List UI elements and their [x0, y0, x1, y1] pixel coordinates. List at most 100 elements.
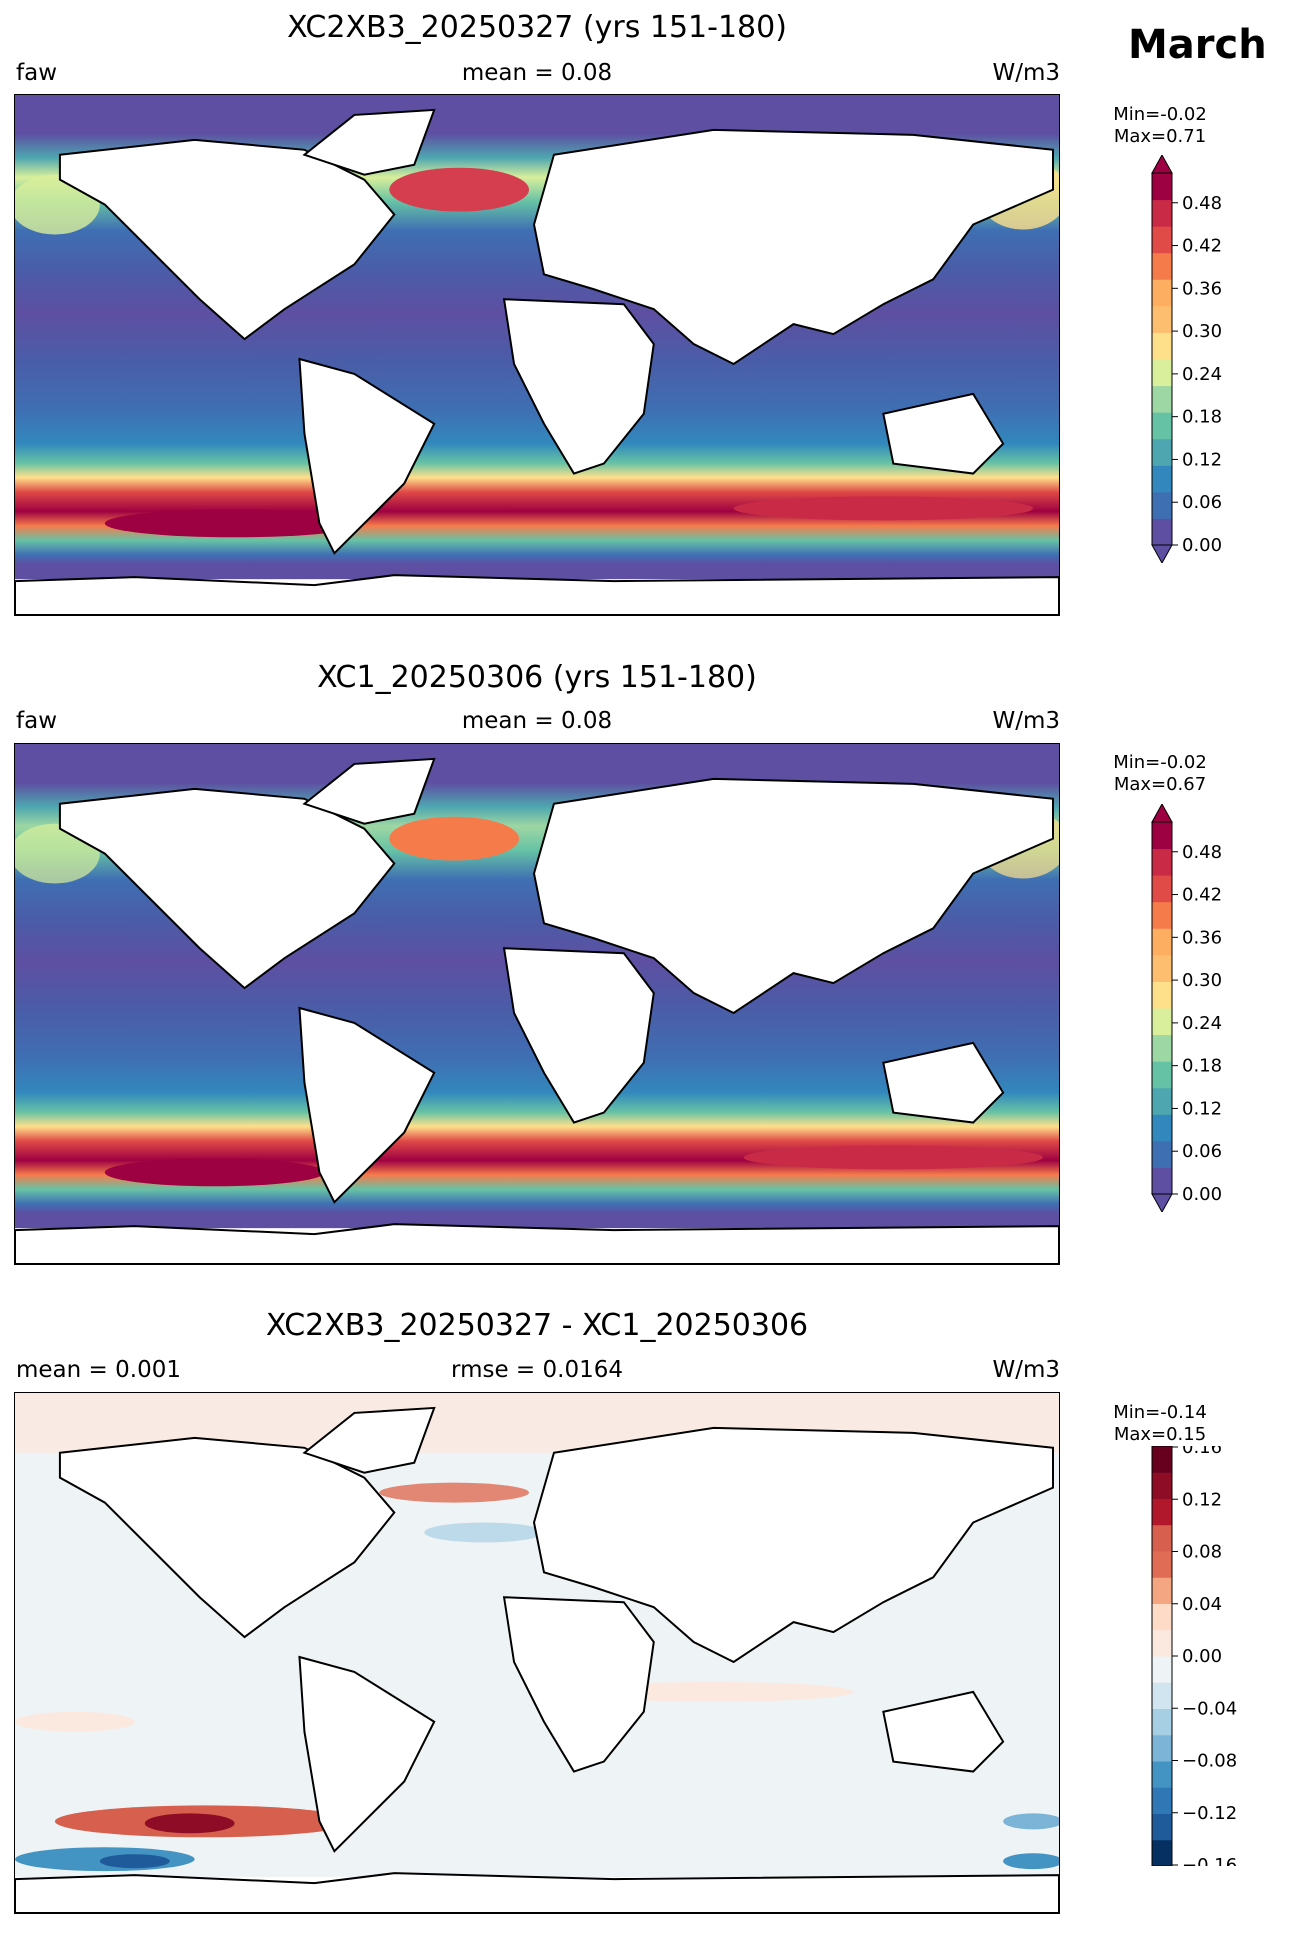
colorbar-bin: [1152, 981, 1172, 1009]
panel-1-variable-label: faw: [16, 60, 58, 86]
colorbar-bin: [1152, 1708, 1172, 1736]
colorbar-tick-label: 0.00: [1182, 1646, 1222, 1667]
panel-2-southern-ocean-max-west: [104, 1158, 325, 1187]
colorbar-tick-label: 0.18: [1182, 1056, 1222, 1077]
panel-1-map: [14, 94, 1060, 616]
colorbar-extend-max: [1151, 804, 1173, 823]
colorbar-bin: [1152, 1577, 1172, 1604]
colorbar-tick-label: 0.12: [1182, 449, 1222, 470]
colorbar-bin: [1152, 1603, 1172, 1631]
colorbar-bin: [1152, 901, 1172, 929]
colorbar-tick-label: 0.12: [1182, 1489, 1222, 1510]
colorbar-bin: [1152, 412, 1172, 440]
colorbar-bin: [1152, 491, 1172, 519]
colorbar-bin: [1152, 848, 1172, 876]
panel-2-map: [14, 743, 1060, 1265]
panel-1-north-atlantic-max: [389, 167, 530, 212]
colorbar-bin: [1152, 279, 1172, 307]
panel-3-title: XC2XB3_20250327 - XC1_20250306: [265, 1308, 809, 1343]
panel-2-southern-ocean-max-east: [743, 1145, 1044, 1170]
colorbar-bin: [1152, 1446, 1172, 1473]
colorbar-frame: [1151, 172, 1173, 546]
colorbar-bin: [1152, 465, 1172, 493]
panel-1-min-label: Min=-0.02: [1113, 104, 1207, 125]
colorbar-bin: [1152, 1629, 1172, 1657]
colorbar-bin: [1152, 385, 1172, 413]
colorbar-tick-label: 0.04: [1182, 1594, 1222, 1615]
panel-1-units-label: W/m3: [992, 60, 1060, 86]
panel-3-map: [14, 1392, 1060, 1914]
colorbar-tick-label: 0.24: [1182, 1013, 1222, 1034]
panel-3-mean-label: mean = 0.001: [16, 1357, 181, 1383]
colorbar-tick-label: 0.30: [1182, 970, 1222, 991]
colorbar-bin: [1152, 1140, 1172, 1168]
colorbar-tick-label: −0.12: [1182, 1803, 1237, 1824]
colorbar-tick-label: 0.30: [1182, 321, 1222, 342]
colorbar-bin: [1152, 1682, 1172, 1709]
panel-2-land: [15, 757, 1059, 1264]
colorbar-bin: [1152, 1734, 1172, 1762]
colorbar-extend-max: [1151, 155, 1173, 174]
colorbar-bin: [1152, 1008, 1172, 1036]
colorbar-tick-label: 0.00: [1182, 535, 1222, 556]
panel-1-title: XC2XB3_20250327 (yrs 151-180): [287, 10, 787, 45]
colorbar-bin: [1152, 1813, 1172, 1841]
panel-3-min-label: Min=-0.14: [1113, 1402, 1207, 1423]
panel-3-colorbar: −0.16 −0.12 −0.08 −0.04 0.00 0.04 0.08 0.12 0.16: [1151, 1446, 1237, 1866]
panel-2-title: XC1_20250306 (yrs 151-180): [317, 660, 757, 695]
panel-1-max-label: Max=0.71: [1113, 126, 1207, 147]
colorbar-bin: [1152, 928, 1172, 956]
colorbar-bin: [1152, 226, 1172, 254]
colorbar-bin: [1152, 1551, 1172, 1578]
colorbar-tick-label: 0.00: [1182, 1184, 1222, 1205]
colorbar-tick-label: 0.42: [1182, 885, 1222, 906]
panel-3-land: [15, 1406, 1059, 1913]
colorbar-bin: [1152, 1061, 1172, 1089]
colorbar-bin: [1152, 875, 1172, 903]
panel-2-mean-label: mean = 0.08: [461, 708, 613, 734]
colorbar-tick-label: 0.48: [1182, 193, 1222, 214]
panel-3-north-atlantic-positive: [379, 1482, 530, 1503]
colorbar-bin: [1152, 1087, 1172, 1115]
panel-1-land: [15, 108, 1059, 615]
colorbar-bin: [1152, 1167, 1172, 1195]
colorbar-tick-label: 0.06: [1182, 492, 1222, 513]
colorbar-bin: [1152, 822, 1172, 850]
panel-1-mean-label: mean = 0.08: [461, 60, 613, 86]
colorbar-tick-label: 0.16: [1182, 1446, 1222, 1458]
colorbar-tick-label: −0.16: [1182, 1855, 1237, 1866]
colorbar-bin: [1152, 359, 1172, 387]
colorbar-tick-label: 0.36: [1182, 927, 1222, 948]
colorbar-extend-min: [1151, 1193, 1173, 1212]
colorbar-tick-label: 0.18: [1182, 407, 1222, 428]
colorbar-bin: [1152, 1839, 1172, 1866]
colorbar-tick-label: 0.08: [1182, 1542, 1222, 1563]
colorbar-bin: [1152, 518, 1172, 546]
colorbar-tick-label: −0.04: [1182, 1698, 1237, 1719]
panel-3-units-label: W/m3: [992, 1357, 1060, 1383]
colorbar-bin: [1152, 1498, 1172, 1526]
colorbar-bin: [1152, 954, 1172, 982]
panel-2-max-label: Max=0.67: [1113, 774, 1207, 795]
colorbar-bin: [1152, 438, 1172, 466]
colorbar-bin: [1152, 1787, 1172, 1814]
panel-1-southern-ocean-max-east: [733, 496, 1034, 521]
colorbar-tick-label: −0.08: [1182, 1751, 1237, 1772]
colorbar-bin: [1152, 332, 1172, 360]
colorbar-bin: [1152, 252, 1172, 280]
colorbar-frame: [1151, 821, 1173, 1195]
colorbar-tick-label: 0.06: [1182, 1141, 1222, 1162]
panel-2-units-label: W/m3: [992, 708, 1060, 734]
month-label: March: [1128, 22, 1267, 68]
colorbar-bin: [1152, 199, 1172, 227]
panel-3-max-label: Max=0.15: [1113, 1424, 1207, 1445]
panel-2-min-label: Min=-0.02: [1113, 752, 1207, 773]
colorbar-bin: [1152, 1656, 1172, 1683]
colorbar-bin: [1152, 305, 1172, 333]
colorbar-tick-label: 0.12: [1182, 1098, 1222, 1119]
panel-1-southern-ocean-max-west: [104, 509, 365, 538]
colorbar-bin: [1152, 1114, 1172, 1142]
colorbar-tick-label: 0.48: [1182, 842, 1222, 863]
panel-1-colorbar: 0.00 0.06 0.12 0.18 0.24 0.30 0.36 0.42 0.48: [1151, 155, 1222, 563]
colorbar-bin: [1152, 1524, 1172, 1552]
